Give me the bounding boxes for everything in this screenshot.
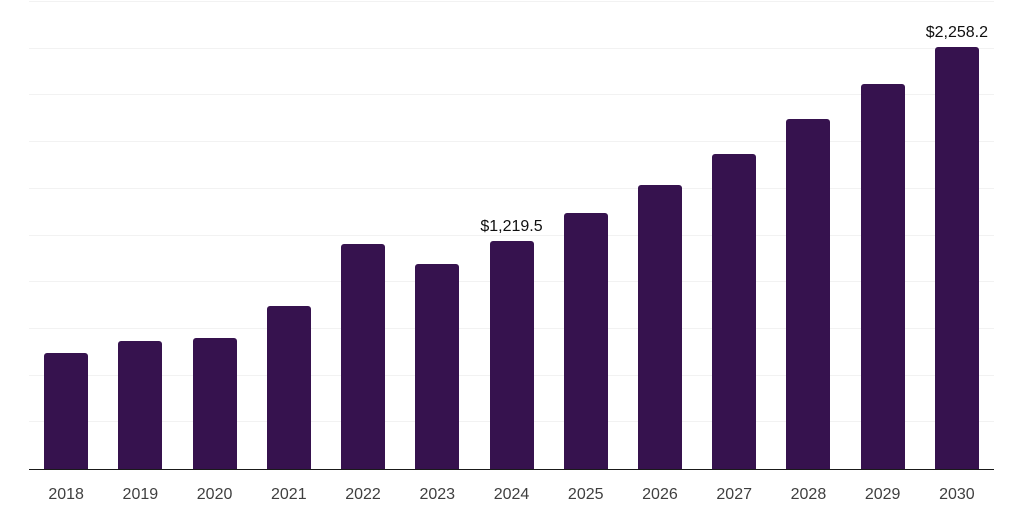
bar-2021 <box>266 306 311 469</box>
plot-area: $1,219.5 $2,258.2 <box>29 1 994 470</box>
gridline-2250 <box>29 47 994 49</box>
bar-2029 <box>860 83 905 469</box>
x-axis-label-2022: 2022 <box>345 486 381 503</box>
x-axis-label-2019: 2019 <box>122 486 159 503</box>
bar-2018 <box>44 353 89 469</box>
bar-2030 <box>934 47 979 469</box>
data-label-2024: $1,219.5 <box>480 218 543 236</box>
x-axis-label-2021: 2021 <box>271 486 307 503</box>
bar-2026 <box>637 185 682 469</box>
bar-2028 <box>786 119 831 469</box>
x-axis-label-2028: 2028 <box>790 486 827 503</box>
bar-2024 <box>489 241 534 469</box>
x-axis-line <box>29 468 994 470</box>
x-axis-label-2023: 2023 <box>419 486 456 503</box>
bar-2019 <box>118 340 163 469</box>
bar-2020 <box>192 337 237 469</box>
bar-2027 <box>712 153 757 469</box>
bar-2025 <box>563 213 608 469</box>
x-axis-label-2030: 2030 <box>939 486 975 503</box>
x-axis: 2018 2019 2020 2021 2022 2023 2024 2025 2026 2027… <box>29 469 994 512</box>
bar-2023 <box>415 264 460 469</box>
x-axis-label-2020: 2020 <box>196 486 233 503</box>
data-label-2030: $2,258.2 <box>925 24 989 42</box>
x-axis-label-2026: 2026 <box>642 486 678 503</box>
x-axis-label-2024: 2024 <box>493 486 530 503</box>
gridline-2500 <box>29 1 994 2</box>
gridline-2000 <box>29 94 994 96</box>
x-axis-label-2025: 2025 <box>567 486 604 503</box>
gridline-1500 <box>29 187 994 189</box>
bar-2022 <box>341 243 386 469</box>
gridline-1250 <box>29 234 994 236</box>
x-axis-label-2018: 2018 <box>48 486 84 503</box>
x-axis-label-2027: 2027 <box>716 486 752 503</box>
gridline-1750 <box>29 141 994 143</box>
x-axis-label-2029: 2029 <box>864 486 901 503</box>
